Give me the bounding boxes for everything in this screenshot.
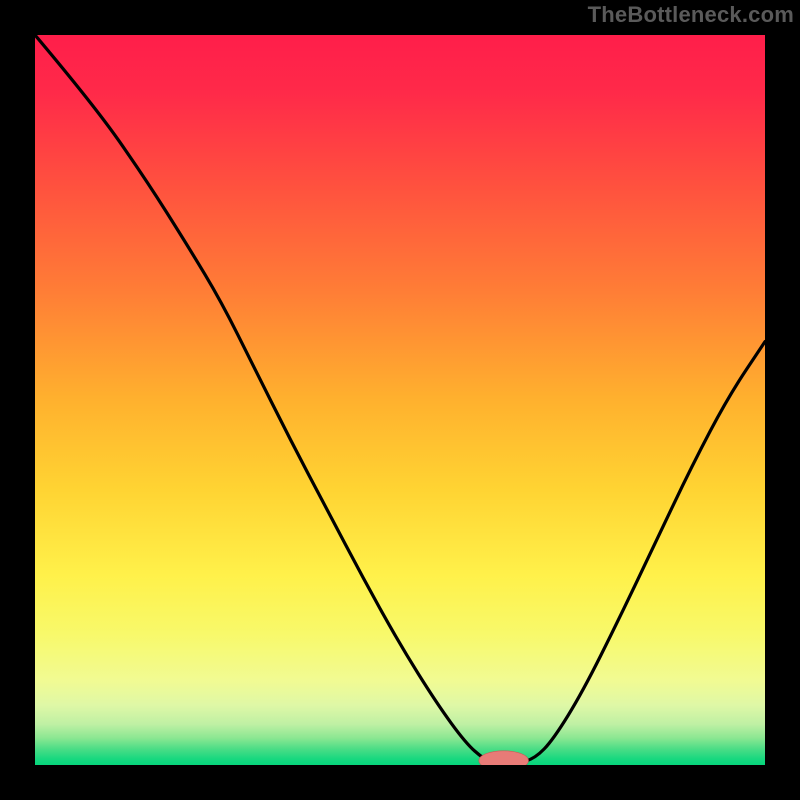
chart-frame: TheBottleneck.com bbox=[0, 0, 800, 800]
gradient-background bbox=[35, 35, 765, 765]
plot-area bbox=[35, 35, 765, 765]
watermark: TheBottleneck.com bbox=[588, 2, 794, 28]
chart-svg bbox=[35, 35, 765, 765]
